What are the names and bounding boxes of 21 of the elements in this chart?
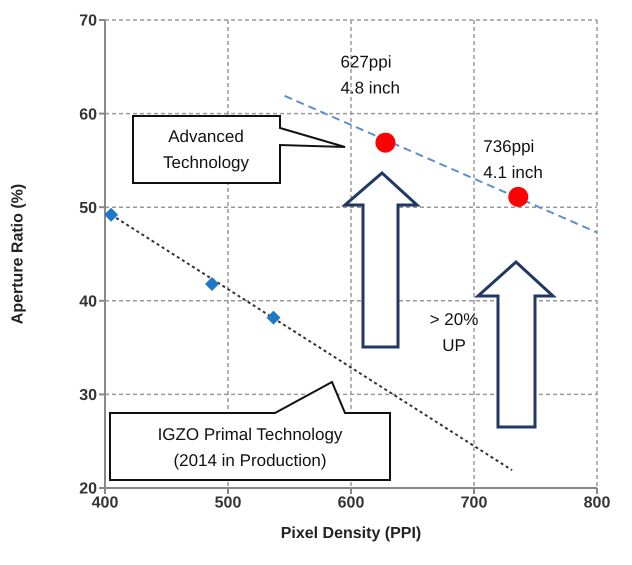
x-tick-label: 600: [338, 494, 364, 512]
y-tick-label: 50: [79, 200, 98, 217]
point: [375, 132, 396, 153]
x-tick-label: 800: [584, 494, 610, 512]
y-tick-label: 70: [79, 12, 98, 30]
annotation: IGZO Primal Technology (2014 in Production): [158, 425, 343, 470]
y-tick-label: 30: [79, 387, 98, 404]
x-tick-label: 500: [214, 494, 242, 512]
point: [266, 310, 281, 325]
x-axis-title: Pixel Density (PPI): [280, 525, 422, 542]
annotation: 627ppi 4.8 inch: [340, 52, 400, 98]
point: [205, 276, 220, 291]
x-tick-label: 700: [460, 494, 488, 512]
y-tick-label: 60: [79, 106, 98, 124]
annotation: Advanced Technology: [162, 127, 250, 172]
annotation: > 20% UP: [430, 310, 478, 355]
annotation: 736ppi 4.1 inch: [483, 136, 543, 182]
point: [105, 208, 118, 222]
point: [508, 186, 528, 207]
y-axis-title: Aperture Ratio (%): [10, 184, 27, 324]
y-tick-label: 40: [79, 293, 98, 310]
